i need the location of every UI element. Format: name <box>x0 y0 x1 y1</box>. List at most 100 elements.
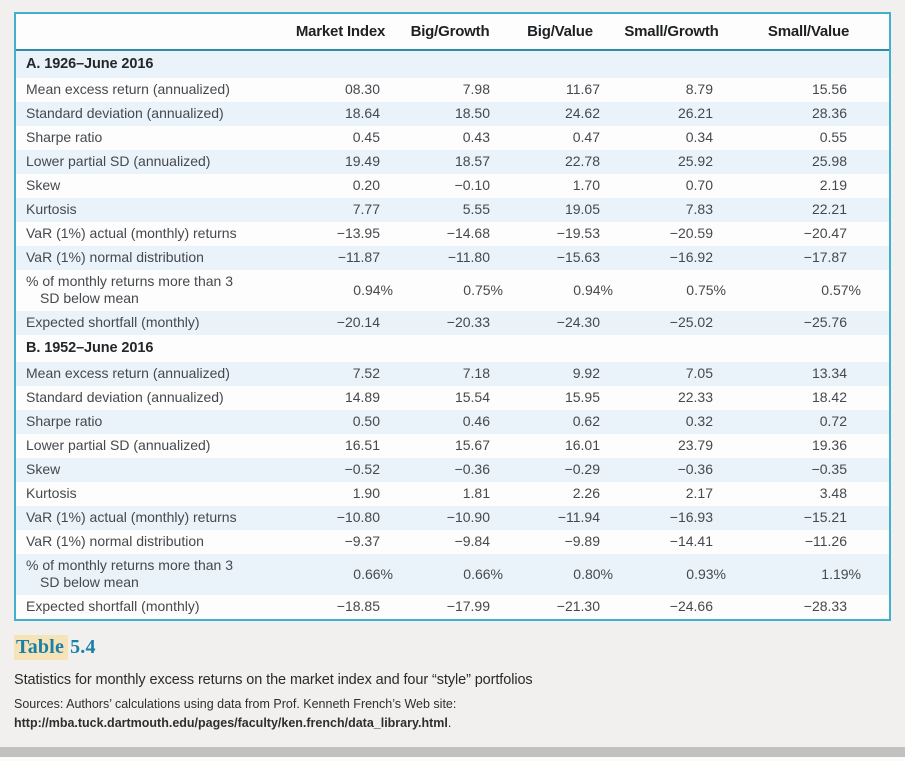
cell-market-index: −0.52 <box>344 461 380 477</box>
table-caption: Table 5.4 Statistics for monthly excess r… <box>14 635 891 734</box>
cell-small-growth: −16.92 <box>669 249 713 265</box>
cell-market-index: −13.95 <box>336 225 380 241</box>
cell-small-value: 3.48 <box>819 485 847 501</box>
page-edge-bar <box>0 747 905 757</box>
cell-big-value: 0.94% <box>573 281 613 298</box>
cell-big-growth: 15.67 <box>454 437 490 453</box>
cell-small-growth: 7.83 <box>685 201 713 217</box>
row-label: Kurtosis <box>26 201 77 217</box>
cell-big-value: −24.30 <box>556 314 600 330</box>
row-label-header <box>16 14 286 51</box>
cell-small-growth: −20.59 <box>669 225 713 241</box>
cell-small-value: 2.19 <box>819 177 847 193</box>
cell-big-growth: −17.99 <box>446 598 490 614</box>
cell-small-value: 22.21 <box>811 201 847 217</box>
cell-small-value: −11.26 <box>804 533 847 549</box>
column-header-row: Market Index Big/Growth Big/Value Small/… <box>16 14 889 51</box>
cell-big-value: 2.26 <box>572 485 600 501</box>
table-row: Skew 0.20 −0.10 1.70 0.70 2.19 <box>16 174 889 198</box>
cell-big-growth: 0.75% <box>463 281 503 298</box>
cell-big-growth: −10.90 <box>446 509 490 525</box>
cell-big-value: 16.01 <box>564 437 600 453</box>
cell-small-growth: −16.93 <box>669 509 713 525</box>
table-row: % of monthly returns more than 3 SD below… <box>16 554 889 595</box>
cell-big-value: 0.80% <box>573 565 613 582</box>
cell-small-growth: 0.32 <box>685 413 713 429</box>
panel-header-row: A. 1926–June 2016 <box>16 50 889 78</box>
cell-small-growth: 22.33 <box>677 389 713 405</box>
cell-big-value: 1.70 <box>572 177 600 193</box>
cell-big-growth: 0.46 <box>462 413 490 429</box>
cell-big-value: 24.62 <box>564 105 600 121</box>
cell-market-index: 0.20 <box>352 177 380 193</box>
column-header-big-value: Big/Value <box>505 14 615 51</box>
cell-small-value: 18.42 <box>811 389 847 405</box>
cell-small-value: 0.57% <box>821 281 861 298</box>
statistics-table: Market Index Big/Growth Big/Value Small/… <box>16 14 889 619</box>
cell-small-growth: 2.17 <box>685 485 713 501</box>
table-row: VaR (1%) actual (monthly) returns −13.95 −… <box>16 222 889 246</box>
cell-small-growth: 25.92 <box>677 153 713 169</box>
row-label: Mean excess return (annualized) <box>26 81 230 97</box>
cell-big-growth: 18.50 <box>454 105 490 121</box>
row-label: Expected shortfall (monthly) <box>26 314 200 330</box>
row-label: VaR (1%) normal distribution <box>26 249 204 265</box>
cell-market-index: 16.51 <box>344 437 380 453</box>
row-label-line2: SD below mean <box>40 290 139 306</box>
row-label: Sharpe ratio <box>26 413 103 429</box>
cell-market-index: −9.37 <box>344 533 380 549</box>
table-row: Standard deviation (annualized) 14.89 15.5… <box>16 386 889 410</box>
table-row: Mean excess return (annualized) 7.52 7.18 9… <box>16 362 889 386</box>
cell-small-value: 13.34 <box>811 365 847 381</box>
cell-big-value: 19.05 <box>564 201 600 217</box>
row-label: % of monthly returns more than 3 SD below… <box>16 554 286 595</box>
row-label: Lower partial SD (annualized) <box>26 437 211 453</box>
cell-big-growth: −0.36 <box>454 461 490 477</box>
cell-big-growth: 18.57 <box>454 153 490 169</box>
row-label: Standard deviation (annualized) <box>26 389 224 405</box>
table-body: A. 1926–June 2016 Mean excess return (ann… <box>16 50 889 619</box>
cell-small-value: 0.72 <box>819 413 847 429</box>
cell-big-growth: 1.81 <box>462 485 490 501</box>
cell-market-index: 1.90 <box>352 485 380 501</box>
cell-small-growth: 0.93% <box>686 565 726 582</box>
cell-market-index: 19.49 <box>344 153 380 169</box>
table-row: Lower partial SD (annualized) 16.51 15.67 1… <box>16 434 889 458</box>
cell-big-growth: 0.66% <box>463 565 503 582</box>
cell-big-value: −19.53 <box>556 225 600 241</box>
cell-small-value: −20.47 <box>803 225 847 241</box>
table-row: Sharpe ratio 0.45 0.43 0.47 0.34 0.55 <box>16 126 889 150</box>
table-sources: Sources: Authors’ calculations using dat… <box>14 695 891 734</box>
cell-big-value: 22.78 <box>564 153 600 169</box>
column-header-small-value: Small/Value <box>728 14 889 51</box>
cell-big-value: −9.89 <box>564 533 600 549</box>
sources-url: http://mba.tuck.dartmouth.edu/pages/facu… <box>14 716 448 731</box>
row-label: Sharpe ratio <box>26 129 103 145</box>
cell-big-growth: 5.55 <box>462 201 490 217</box>
cell-small-growth: −0.36 <box>677 461 713 477</box>
cell-small-value: 15.56 <box>811 81 847 97</box>
cell-small-value: −17.87 <box>803 249 847 265</box>
cell-small-value: −15.21 <box>803 509 847 525</box>
cell-big-value: 0.47 <box>572 129 600 145</box>
cell-big-value: −11.94 <box>557 509 600 525</box>
cell-small-growth: 0.34 <box>685 129 713 145</box>
cell-market-index: 0.50 <box>352 413 380 429</box>
table-row: % of monthly returns more than 3 SD below… <box>16 270 889 311</box>
cell-small-growth: 8.79 <box>685 81 713 97</box>
panel-title: B. 1952–June 2016 <box>26 340 154 356</box>
cell-big-growth: 7.18 <box>462 365 490 381</box>
row-label: Kurtosis <box>26 485 77 501</box>
cell-market-index: 7.77 <box>352 201 380 217</box>
sources-text: Sources: Authors’ calculations using dat… <box>14 697 457 711</box>
cell-small-growth: 0.75% <box>686 281 726 298</box>
cell-small-growth: 23.79 <box>677 437 713 453</box>
cell-market-index: −10.80 <box>336 509 380 525</box>
table-row: Kurtosis 7.77 5.55 19.05 7.83 22.21 <box>16 198 889 222</box>
panel-title: A. 1926–June 2016 <box>26 56 154 72</box>
cell-big-growth: −14.68 <box>446 225 490 241</box>
cell-big-growth: 7.98 <box>462 81 490 97</box>
cell-market-index: −18.85 <box>336 598 380 614</box>
statistics-table-container: Market Index Big/Growth Big/Value Small/… <box>14 12 891 621</box>
table-row: Sharpe ratio 0.50 0.46 0.62 0.32 0.72 <box>16 410 889 434</box>
